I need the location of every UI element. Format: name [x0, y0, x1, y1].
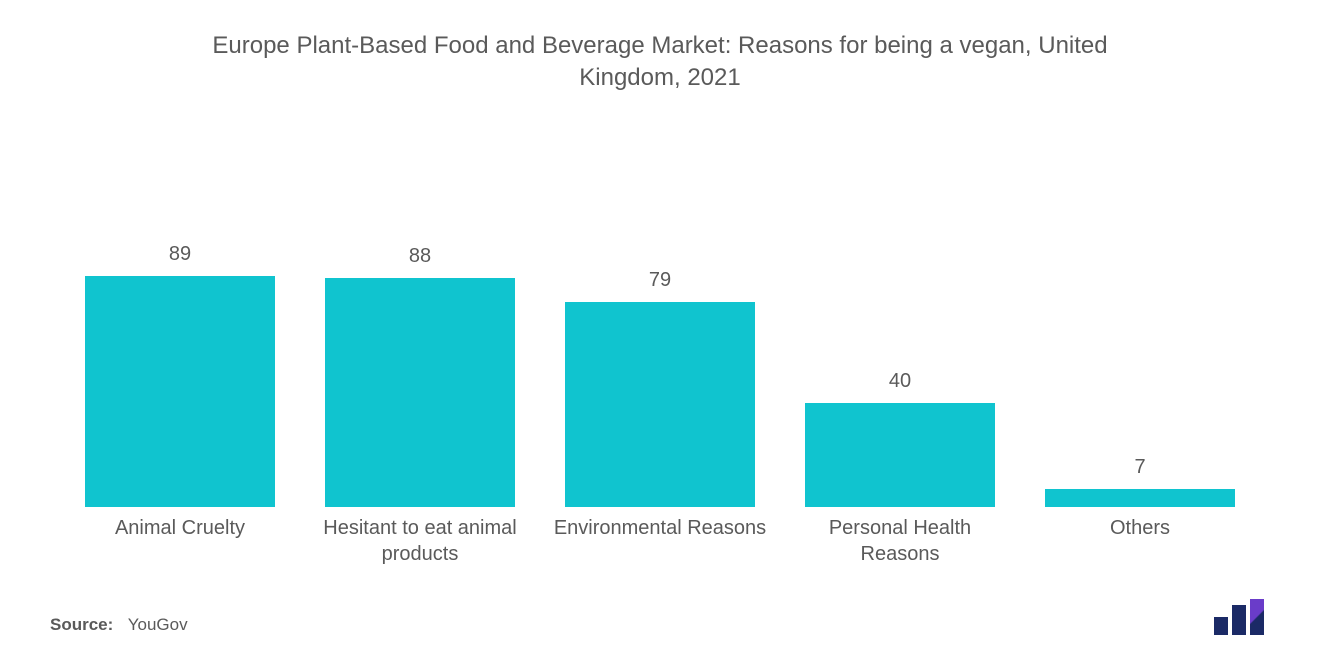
- bar-group: 40: [780, 155, 1020, 507]
- chart-container: Europe Plant-Based Food and Beverage Mar…: [0, 0, 1320, 665]
- logo-bar-icon: [1214, 617, 1228, 635]
- logo-bar-icon: [1232, 605, 1246, 635]
- bar: [805, 403, 995, 507]
- bar-value-label: 40: [889, 370, 911, 393]
- logo-bar-icon: [1250, 599, 1264, 635]
- chart-title: Europe Plant-Based Food and Beverage Mar…: [160, 30, 1160, 95]
- category-label: Environmental Reasons: [540, 515, 780, 571]
- footer: Source: YouGov: [50, 599, 1270, 635]
- bar: [85, 276, 275, 507]
- source-label: Source:: [50, 615, 113, 634]
- source-value: YouGov: [128, 615, 188, 634]
- bar-group: 7: [1020, 155, 1260, 507]
- bar-value-label: 7: [1134, 456, 1145, 479]
- category-axis: Animal CrueltyHesitant to eat animal pro…: [50, 507, 1270, 571]
- category-label: Hesitant to eat animal products: [300, 515, 540, 571]
- bar-group: 79: [540, 155, 780, 507]
- bar: [1045, 489, 1235, 507]
- category-label: Personal Health Reasons: [780, 515, 1020, 571]
- bar: [565, 302, 755, 507]
- category-label: Animal Cruelty: [60, 515, 300, 571]
- plot-area: 89 88 79 40 7: [50, 155, 1270, 507]
- bar-group: 88: [300, 155, 540, 507]
- bar-value-label: 89: [169, 243, 191, 266]
- brand-logo: [1214, 599, 1270, 635]
- bar-value-label: 88: [409, 245, 431, 268]
- source-credit: Source: YouGov: [50, 615, 188, 635]
- bar-group: 89: [60, 155, 300, 507]
- bar: [325, 278, 515, 507]
- category-label: Others: [1020, 515, 1260, 571]
- bar-value-label: 79: [649, 269, 671, 292]
